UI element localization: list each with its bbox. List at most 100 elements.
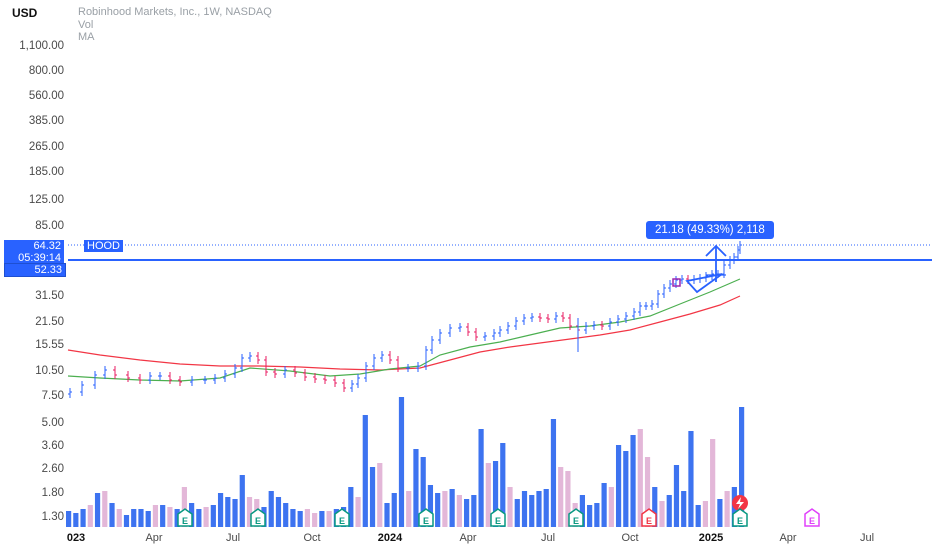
volume-bar xyxy=(659,501,665,527)
x-tick-label: Apr xyxy=(145,532,163,544)
earnings-marker-icon[interactable]: E xyxy=(568,508,584,527)
vol-indicator-label[interactable]: Vol xyxy=(78,19,94,31)
y-tick-label: 800.00 xyxy=(28,65,64,77)
volume-bar xyxy=(123,515,130,527)
y-tick-label: 3.60 xyxy=(41,440,64,452)
earnings-marker-label: E xyxy=(573,516,579,526)
y-tick-label: 15.55 xyxy=(35,339,64,351)
volume-bar xyxy=(442,491,448,527)
last-price-tag: 64.32 xyxy=(4,240,64,252)
earnings-marker-icon[interactable]: E xyxy=(641,508,657,527)
earnings-marker-icon[interactable]: E xyxy=(334,508,350,527)
x-tick-label: Jul xyxy=(225,532,241,544)
y-tick-label: 21.50 xyxy=(35,316,64,328)
volume-bar xyxy=(652,487,658,527)
earnings-marker-icon[interactable]: E xyxy=(250,508,266,527)
volume-bar xyxy=(558,467,564,527)
y-tick-label: 1.80 xyxy=(41,487,64,499)
volume-bar xyxy=(471,495,477,527)
volume-bar xyxy=(312,513,318,527)
volume-bar xyxy=(594,503,600,527)
y-tick-label: 10.50 xyxy=(35,365,64,377)
volume-bar xyxy=(290,509,296,527)
volume-bar xyxy=(406,491,412,527)
volume-bar xyxy=(681,491,687,527)
volume-bar xyxy=(304,509,311,527)
volume-bar xyxy=(297,511,303,527)
y-tick-label: 560.00 xyxy=(28,90,64,102)
earnings-marker-label: E xyxy=(182,516,188,526)
volume-bar xyxy=(239,475,245,527)
volume-bar xyxy=(167,507,173,527)
triangle-drawing[interactable] xyxy=(685,273,723,294)
volume-bar xyxy=(152,505,159,527)
volume-bar xyxy=(203,507,209,527)
volume-bar xyxy=(181,487,187,527)
price-bars xyxy=(68,241,742,398)
volume-bar xyxy=(145,511,151,527)
measure-arrow-head-icon xyxy=(705,244,727,257)
earnings-marker-icon[interactable]: E xyxy=(490,508,506,527)
volume-bar xyxy=(456,495,462,527)
volume-bar xyxy=(724,491,730,527)
y-tick-label: 85.00 xyxy=(35,220,64,232)
volume-bar xyxy=(326,511,332,527)
volume-bar xyxy=(579,495,585,527)
measure-label[interactable]: 21.18 (49.33%) 2,118 xyxy=(646,221,774,239)
lightning-icon xyxy=(736,497,744,509)
earnings-marker-label: E xyxy=(339,516,345,526)
volume-bar xyxy=(138,509,144,527)
volume-bar xyxy=(102,491,108,527)
volume-bar xyxy=(413,449,419,527)
volume-bar xyxy=(601,483,607,527)
earnings-marker-label: E xyxy=(423,516,429,526)
volume-bar xyxy=(94,493,101,527)
volume-bar xyxy=(500,443,506,527)
y-tick-label: 31.50 xyxy=(35,290,64,302)
volume-bar xyxy=(739,407,745,527)
volume-bar xyxy=(673,465,680,527)
ma-indicator-label[interactable]: MA xyxy=(78,31,95,43)
volume-bar xyxy=(608,487,614,527)
x-tick-label: Apr xyxy=(779,532,797,544)
volume-bar xyxy=(225,497,231,527)
earnings-marker-icon[interactable]: E xyxy=(177,508,193,527)
volume-bar xyxy=(695,505,701,527)
volume-bar xyxy=(630,435,636,527)
ma-fast-line xyxy=(67,278,741,382)
volume-bar xyxy=(73,513,79,527)
chart-title: Robinhood Markets, Inc., 1W, NASDAQ xyxy=(78,6,272,18)
volume-bar xyxy=(492,461,499,527)
earnings-marker-icon[interactable]: E xyxy=(804,508,820,527)
volume-bar xyxy=(485,463,491,527)
y-tick-label: 125.00 xyxy=(28,194,64,206)
volume-bar xyxy=(319,511,325,527)
volume-bar xyxy=(464,499,470,527)
earnings-marker-icon[interactable]: E xyxy=(732,508,748,527)
volume-bar xyxy=(232,499,238,527)
y-tick-label: 265.00 xyxy=(28,141,64,153)
y-tick-label: 385.00 xyxy=(28,115,64,127)
volume-bar xyxy=(348,487,354,527)
x-tick-label: Jul xyxy=(540,532,556,544)
line-price-tag[interactable]: 52.33 xyxy=(4,263,66,277)
volume-bar xyxy=(268,491,274,527)
volume-bar xyxy=(131,509,137,527)
volume-bar xyxy=(529,495,535,527)
earnings-marker-icon[interactable]: E xyxy=(418,508,434,527)
earnings-marker-label: E xyxy=(255,516,261,526)
volume-bar xyxy=(521,491,528,527)
volume-bar xyxy=(384,503,390,527)
volume-bars xyxy=(66,397,745,527)
volume-bar xyxy=(87,505,93,527)
volume-bar xyxy=(615,445,622,527)
dividend-marker-icon[interactable] xyxy=(672,278,681,287)
x-tick-label: Oct xyxy=(621,532,639,544)
volume-bar xyxy=(174,509,180,527)
volume-bar xyxy=(109,503,115,527)
volume-bar xyxy=(550,419,557,527)
earnings-marker-label: E xyxy=(495,516,501,526)
y-tick-label: 5.00 xyxy=(41,417,64,429)
